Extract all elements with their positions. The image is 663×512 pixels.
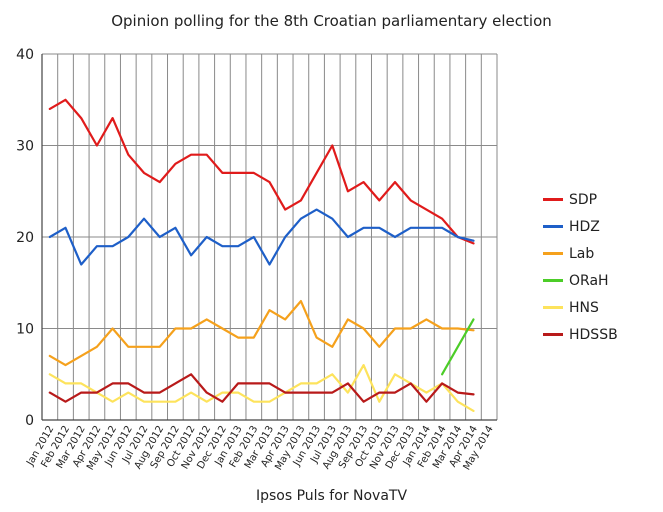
y-tick-label: 30 <box>16 139 34 155</box>
series-line-lab <box>48 300 475 367</box>
series-line-orah <box>441 318 475 376</box>
legend-item-hdssb: HDSSB <box>543 321 618 348</box>
chart-legend: SDP HDZ Lab ORaH HNS HDSSB <box>543 186 618 348</box>
series-line-hns <box>48 364 475 412</box>
chart-grid <box>41 53 498 421</box>
series-line-hdssb <box>48 373 475 403</box>
legend-swatch <box>543 198 563 201</box>
legend-swatch <box>543 279 563 282</box>
legend-item-hns: HNS <box>543 294 618 321</box>
legend-swatch <box>543 252 563 255</box>
chart-axes <box>41 54 497 421</box>
legend-swatch <box>543 333 563 336</box>
y-tick-label: 20 <box>16 230 34 246</box>
legend-swatch <box>543 225 563 228</box>
legend-item-hdz: HDZ <box>543 213 618 240</box>
legend-swatch <box>543 306 563 309</box>
series-line-sdp <box>48 98 475 245</box>
chart-series <box>48 98 475 412</box>
legend-label: HNS <box>569 299 599 316</box>
legend-item-lab: Lab <box>543 240 618 267</box>
y-tick-label: 40 <box>16 47 34 63</box>
chart-title: Opinion polling for the 8th Croatian par… <box>111 12 552 30</box>
series-line-hdz <box>48 208 475 266</box>
legend-item-orah: ORaH <box>543 267 618 294</box>
legend-label: ORaH <box>569 272 609 289</box>
x-axis-label: Ipsos Puls for NovaTV <box>255 488 408 504</box>
legend-label: HDSSB <box>569 326 618 343</box>
legend-label: SDP <box>569 191 598 208</box>
y-tick-label: 10 <box>16 322 34 338</box>
legend-label: HDZ <box>569 218 600 235</box>
legend-label: Lab <box>569 245 595 262</box>
y-tick-label: 0 <box>25 413 34 429</box>
y-tick-labels: 0 10 20 30 40 <box>16 47 34 429</box>
legend-item-sdp: SDP <box>543 186 618 213</box>
